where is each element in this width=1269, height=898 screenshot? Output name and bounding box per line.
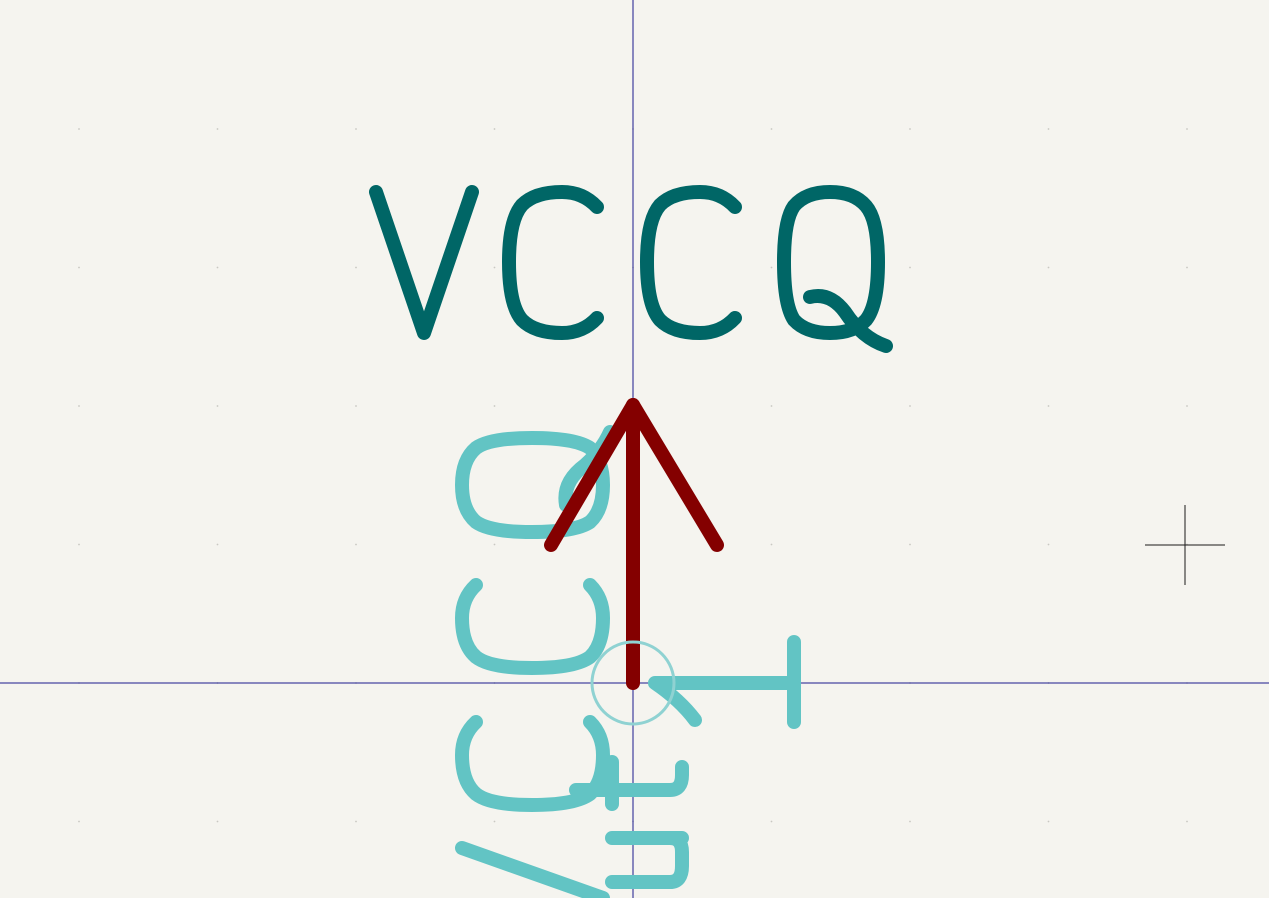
pin-number-glyph <box>648 635 801 729</box>
grid-dot <box>355 820 357 823</box>
crosshair-cursor <box>1145 505 1225 585</box>
grid-dot <box>493 128 496 130</box>
grid-dot <box>909 266 911 269</box>
grid-dot <box>78 128 80 130</box>
pin-name-glyph-C1 <box>455 578 610 675</box>
grid-dot <box>1186 405 1188 407</box>
grid-dot <box>493 405 496 407</box>
grid-dot <box>355 128 357 130</box>
grid-dot <box>770 128 773 130</box>
grid-dot <box>1186 820 1188 823</box>
grid-dot <box>355 405 357 407</box>
pin-anchor-circle[interactable] <box>590 640 676 726</box>
grid-dot <box>1047 266 1050 269</box>
grid-dot <box>909 543 911 546</box>
value-glyph-Q-tail <box>803 289 893 353</box>
grid-dot <box>78 266 80 269</box>
grid-dot <box>909 405 911 407</box>
grid-dot <box>1186 266 1188 269</box>
grid-dot <box>78 543 80 546</box>
grid-dot <box>1047 405 1050 407</box>
value-glyph-C1 <box>502 185 604 340</box>
pin-name-glyph-V <box>455 841 610 898</box>
grid-dot <box>355 266 357 269</box>
grid-dot <box>1047 543 1050 546</box>
pin-type-glyph-2 <box>569 760 689 797</box>
grid-dot <box>770 820 773 823</box>
grid-dot <box>909 128 911 130</box>
pin-name-glyph-Q <box>455 431 610 539</box>
grid-dot <box>493 543 496 546</box>
power-pin-graphic[interactable] <box>544 398 724 690</box>
grid-dot <box>770 543 773 546</box>
grid-dot <box>493 266 496 269</box>
pin-type-field: in <box>569 755 689 889</box>
grid-dot <box>770 266 773 269</box>
grid-dot <box>78 405 80 407</box>
grid-dot <box>216 820 219 823</box>
grid-dot <box>216 128 219 130</box>
grid-dot <box>216 405 219 407</box>
pin-number-field[interactable]: 1 <box>648 635 801 729</box>
value-glyph-V <box>369 185 479 340</box>
grid-dot <box>78 820 80 823</box>
symbol-value-field[interactable]: VCCQ <box>369 185 893 353</box>
pin-type-glyph-3 <box>605 831 689 889</box>
grid-dot <box>355 543 357 546</box>
grid-dot <box>1186 128 1188 130</box>
value-glyph-C2 <box>640 185 742 340</box>
grid-dot <box>770 405 773 407</box>
grid-dot <box>216 266 219 269</box>
value-glyph-Q-bowl <box>777 185 885 340</box>
power-arrow-head <box>544 398 724 552</box>
grid-dot <box>1047 820 1050 823</box>
grid-dot <box>216 543 219 546</box>
grid-dot <box>493 820 496 823</box>
pin-name-field[interactable]: VCCQ <box>455 425 617 898</box>
grid-dot <box>1047 128 1050 130</box>
pin-name-glyph-C2 <box>455 715 610 812</box>
grid-dot <box>909 820 911 823</box>
